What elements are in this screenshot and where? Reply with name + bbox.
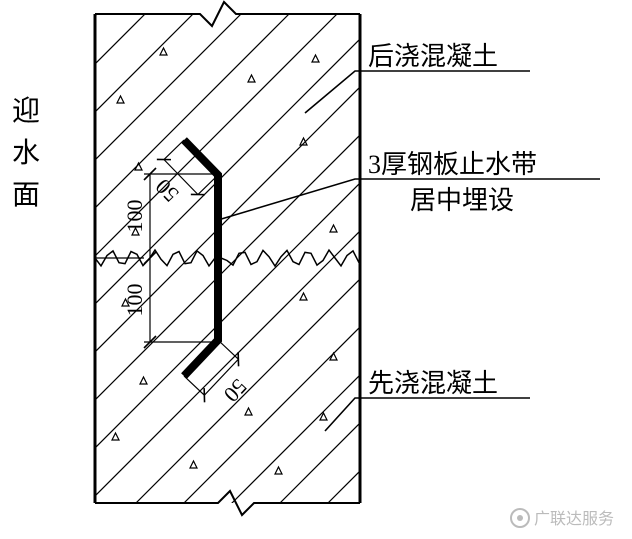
leader-top: [305, 71, 530, 113]
side-title-char: 迎: [12, 95, 40, 127]
dim-100-lower: 100: [122, 284, 147, 317]
aggregate-mark: [112, 433, 119, 440]
aggregate-mark: [160, 48, 167, 55]
break-line-top: [95, 2, 360, 26]
label-mid-2: 居中埋设: [410, 186, 514, 215]
dim-50-top-text: 50: [150, 174, 183, 207]
aggregate-mark: [300, 293, 307, 300]
aggregate-mark: [275, 467, 282, 474]
label-top: 后浇混凝土: [368, 42, 498, 71]
watermark: 广联达服务: [511, 509, 614, 528]
label-bot: 先浇混凝土: [368, 369, 498, 398]
aggregate-mark: [312, 55, 319, 62]
dim-50-bot-text: 50: [219, 374, 252, 407]
aggregate-mark: [190, 461, 197, 468]
side-title-char: 面: [12, 180, 40, 211]
aggregate-mark: [140, 377, 147, 384]
dim-100-upper: 100: [122, 200, 147, 233]
aggregate-mark: [245, 408, 252, 415]
aggregate-mark: [117, 96, 124, 103]
watermark-text: 广联达服务: [534, 510, 614, 528]
side-title-char: 水: [12, 137, 40, 169]
break-line-bottom: [95, 491, 360, 515]
aggregate-mark: [248, 75, 255, 82]
aggregate-mark: [330, 225, 337, 232]
leader-bot: [325, 398, 530, 431]
label-mid-1: 3厚钢板止水带: [368, 150, 537, 179]
leader-mid: [218, 179, 600, 220]
